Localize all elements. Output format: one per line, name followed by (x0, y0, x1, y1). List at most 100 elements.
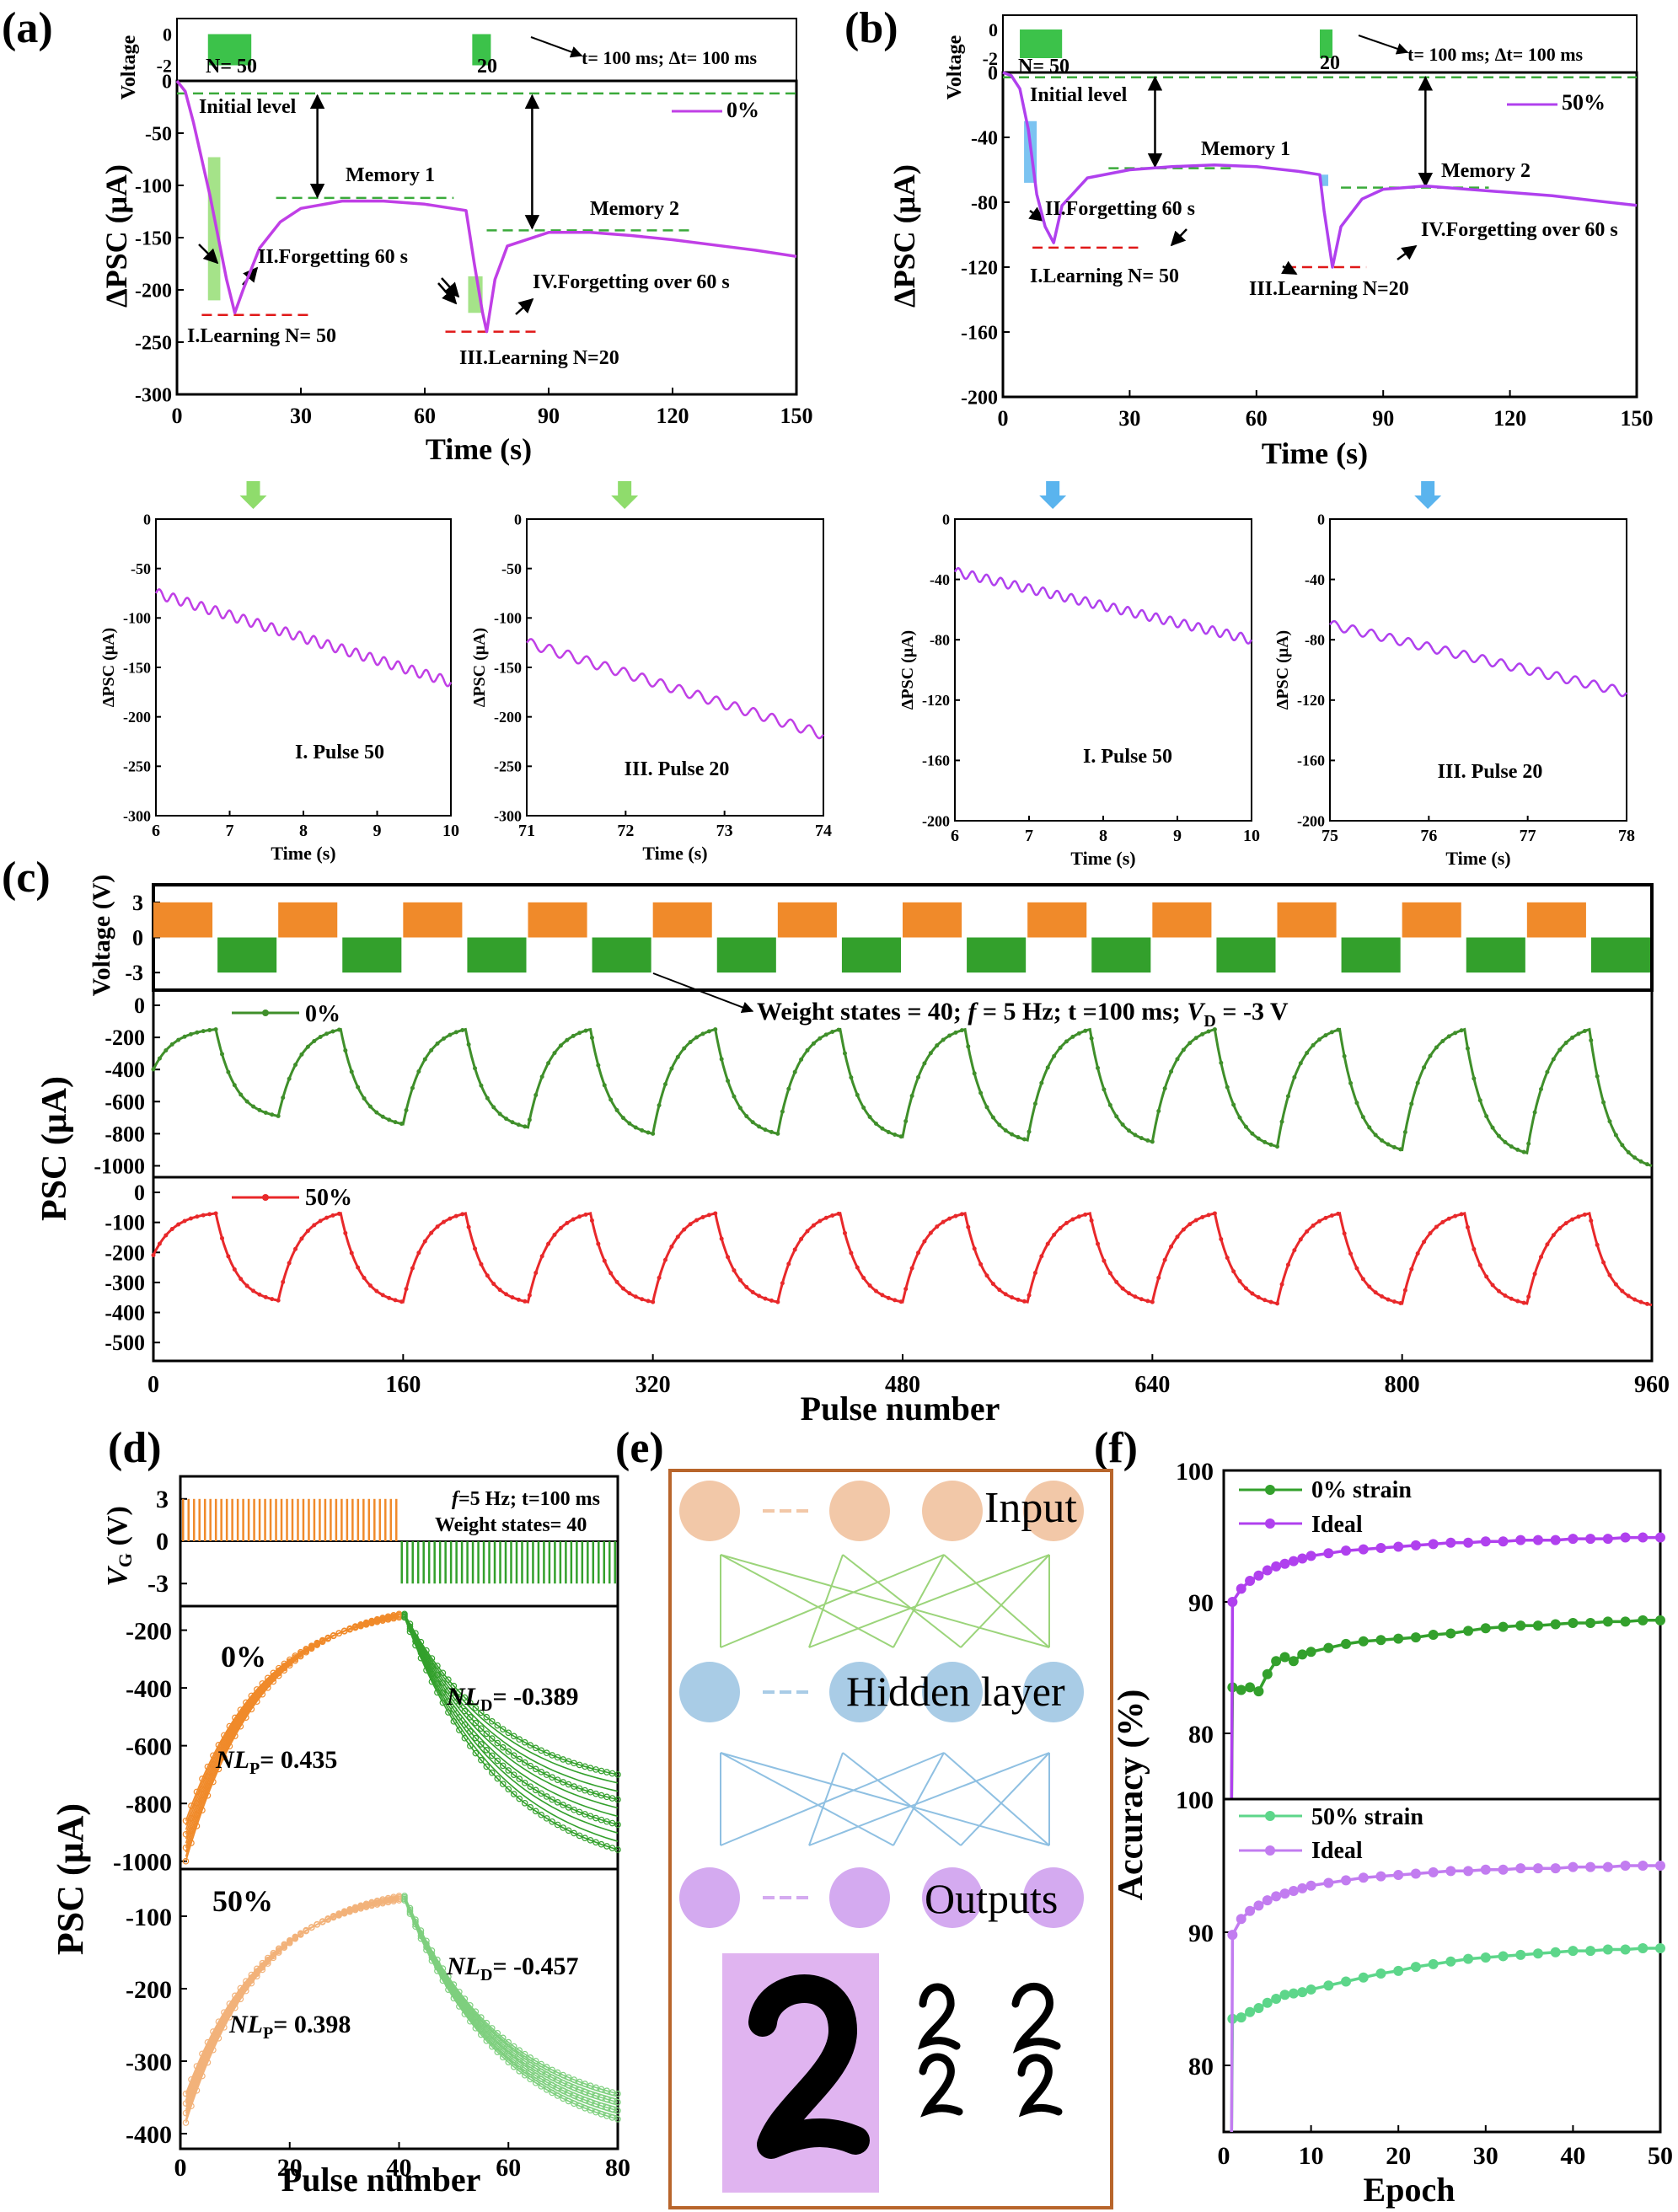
f-point-1-0 (1393, 1965, 1404, 1976)
c-psc50-point (694, 1218, 700, 1223)
f-point-0-1 (1410, 1540, 1421, 1551)
c-psc0-point (1219, 1060, 1224, 1065)
c-psc50-point (1620, 1288, 1625, 1293)
d-info2: Weight states= 40 (435, 1514, 587, 1536)
d-psc50-dep-curve (404, 1896, 619, 2101)
c-psc50-point (886, 1295, 891, 1300)
b-inset-1-ylabel: ΔPSC (μA) (898, 630, 917, 710)
e-mesh-2-edge (808, 1752, 844, 1846)
c-psc0-point (546, 1061, 551, 1066)
c-psc0-point (596, 1063, 601, 1068)
a-inset-2-xticklabel-1: 72 (617, 822, 634, 840)
f-point-1-0 (1498, 1951, 1509, 1962)
d-psc0-dep-point (554, 1821, 561, 1829)
c-psc0-point (1058, 1045, 1063, 1050)
d-psc0-pot-curve (185, 1615, 399, 1840)
c-psc0-point (1446, 1034, 1451, 1039)
a-inset-2-series-line (526, 638, 824, 740)
c-psc0-point (1145, 1138, 1150, 1143)
c-psc0-point (213, 1027, 218, 1032)
c-psc0-point (1484, 1114, 1489, 1119)
a-yticklabel-3: -150 (135, 228, 172, 249)
c-psc50-point (1503, 1293, 1508, 1298)
d-psc0-dep-point (423, 1667, 430, 1674)
c-psc0-point (473, 1066, 478, 1071)
b-pointer-arrow-1 (1170, 228, 1187, 247)
d-psc0-dep-point (571, 1783, 577, 1790)
c-psc50-point (1380, 1294, 1385, 1299)
f-point-0-1 (1568, 1534, 1579, 1545)
c-pulse-pos-8 (1152, 902, 1212, 938)
c-psc0-point (646, 1130, 651, 1135)
c-psc50-point (1386, 1297, 1391, 1302)
d-psc0-pot-point (351, 1624, 359, 1631)
d-psc50-pot-point (182, 2119, 190, 2126)
c-psc0-point (966, 1044, 971, 1049)
c-psc0-point (1386, 1142, 1391, 1147)
d-psc0-dep-curve (404, 1616, 619, 1842)
f-plot-0-strain: 80 90 100 (1176, 1458, 1665, 1801)
c-psc0-point (435, 1041, 440, 1046)
d-psc0-dep-point (478, 1741, 485, 1748)
a-series-line (175, 79, 797, 334)
c-psc0-point (675, 1054, 680, 1059)
a-timing-arrow (530, 36, 583, 58)
c-psc0-point (1459, 1028, 1464, 1033)
d-psc50-pot-point (204, 2038, 212, 2046)
f-point-1-1 (1585, 1861, 1596, 1872)
c-psc50-point (349, 1251, 354, 1256)
c-psc50-point (374, 1288, 379, 1293)
c-pulse-neg-2 (467, 937, 527, 973)
d-psc50-dep-point (445, 1986, 452, 1993)
b-xticklabel-5: 150 (1621, 406, 1654, 431)
c-psc50-point (861, 1276, 866, 1281)
f-legend-bot-0: 50% strain (1311, 1804, 1423, 1830)
c-psc0-point (1120, 1122, 1125, 1127)
f-point-0-0 (1655, 1615, 1665, 1626)
c-psc50-point (916, 1251, 921, 1256)
d-psc50-dep-curve (404, 1897, 619, 2103)
f-point-1-0 (1236, 2012, 1246, 2023)
c-psc50-point (448, 1216, 453, 1221)
c-psc0-point (504, 1117, 509, 1122)
f-point-1-0 (1375, 1968, 1386, 1979)
d-psc0-dep-point (582, 1786, 588, 1794)
b-inset-1-frame (954, 518, 1252, 822)
c-psc50-point (1336, 1211, 1341, 1216)
f-point-1-0 (1245, 2006, 1256, 2017)
c-psc50-point (479, 1261, 484, 1267)
d-psc0-pot-point (243, 1699, 249, 1706)
c-psc0-point (1107, 1102, 1112, 1107)
c-psc0-point (157, 1056, 162, 1061)
c-psc50-point (640, 1297, 645, 1302)
c-psc0-point (1052, 1053, 1057, 1058)
c-psc50-point (1206, 1213, 1211, 1218)
d-psc0-yticklabel-0: -200 (126, 1618, 172, 1646)
d-psc0-dep-curve (404, 1615, 619, 1826)
d-psc0-pot-point (330, 1632, 337, 1639)
f-point-0-0 (1253, 1686, 1264, 1697)
d-psc0-pot-curve (185, 1615, 399, 1844)
d-psc50-pot-curve (185, 1898, 399, 2108)
d-psc0-dep-point (494, 1739, 501, 1747)
f-point-0-0 (1410, 1632, 1421, 1643)
d-nlp0: NLP= 0.435 (215, 1746, 337, 1778)
b-inset-2-down-arrow (1414, 481, 1442, 509)
c-psc0-point (898, 1134, 903, 1139)
d-xticklabel-4: 80 (605, 2154, 630, 2182)
c-psc50-point (909, 1266, 914, 1271)
e-node-2-3 (1023, 1867, 1084, 1928)
d-psc50-pot-point (319, 1919, 326, 1925)
c-psc50-point (516, 1297, 521, 1302)
d-psc50-dep-point (505, 2059, 512, 2065)
d-psc0-pot-point (319, 1636, 326, 1644)
c-psc0-legend-marker (262, 1010, 269, 1016)
d-psc0-dep-point (456, 1727, 463, 1733)
f-point-1-0 (1297, 1987, 1308, 1998)
f-point-0-1 (1323, 1548, 1334, 1559)
c-psc50-point (757, 1293, 762, 1299)
d-psc0-dep-point (598, 1816, 605, 1824)
d-psc50-pot-point (188, 2075, 195, 2083)
